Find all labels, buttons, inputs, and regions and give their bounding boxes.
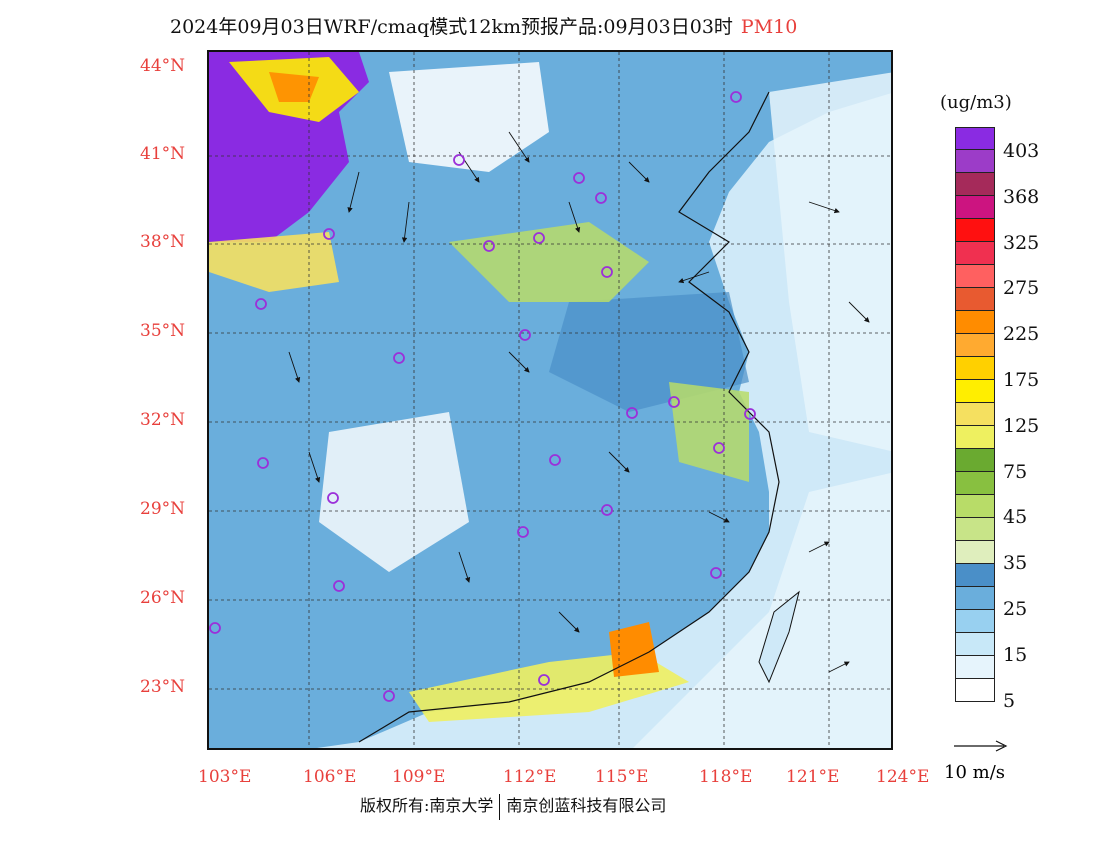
legend-swatch: [955, 219, 995, 242]
taiwan-island: [758, 590, 800, 684]
legend-label: 125: [1003, 414, 1040, 437]
pollution-orange-1: [269, 72, 319, 102]
legend-swatch: [955, 679, 995, 702]
lon-label: 106°E: [303, 767, 357, 787]
legend-swatch: [955, 127, 995, 150]
graticule: [209, 52, 891, 748]
title-pollutant: PM10: [740, 16, 798, 38]
lat-label: 41°N: [140, 144, 186, 164]
sea-north: [769, 72, 891, 452]
coastline: [358, 91, 780, 743]
lat-label: 32°N: [140, 410, 186, 430]
green-band-north: [449, 222, 649, 302]
legend-swatch: [955, 426, 995, 449]
moderate-zone: [549, 292, 749, 412]
legend-swatch: [955, 311, 995, 334]
lat-label: 35°N: [140, 321, 186, 341]
legend-label: 25: [1003, 598, 1028, 620]
legend-swatch: [955, 242, 995, 265]
lon-label: 103°E: [198, 767, 252, 787]
lon-label: 109°E: [392, 767, 446, 787]
legend-swatch: [955, 265, 995, 288]
lat-label: 23°N: [140, 677, 186, 697]
legend-label: 75: [1003, 460, 1028, 483]
legend-swatch: [955, 288, 995, 311]
legend-swatch: [955, 541, 995, 564]
legend-swatch: [955, 633, 995, 656]
legend-swatch: [955, 518, 995, 541]
legend-label: 275: [1003, 277, 1040, 300]
legend-swatch: [955, 196, 995, 219]
lat-label: 29°N: [140, 499, 186, 519]
legend-label: 45: [1003, 506, 1028, 529]
lat-label: 26°N: [140, 588, 186, 608]
legend-swatch: [955, 610, 995, 633]
map-area[interactable]: [207, 50, 893, 750]
legend-swatch: [955, 380, 995, 403]
copyright-left: 版权所有:南京大学: [360, 796, 494, 815]
legend-swatch: [955, 449, 995, 472]
legend-swatch: [955, 334, 995, 357]
legend-label: 15: [1003, 643, 1028, 666]
legend-label: 403: [1003, 140, 1040, 162]
legend-label: 368: [1003, 185, 1040, 208]
legend-label: 325: [1003, 231, 1040, 254]
legend-swatch: [955, 150, 995, 173]
legend-swatch: [955, 495, 995, 518]
legend-swatch: [955, 587, 995, 610]
wind-vectors: [288, 131, 870, 673]
copyright: 版权所有:南京大学 南京创蓝科技有限公司: [360, 792, 666, 820]
legend-swatch: [955, 357, 995, 380]
legend-swatch: [955, 173, 995, 196]
lon-label: 115°E: [595, 767, 649, 787]
station-markers: [209, 91, 756, 702]
color-legend: [955, 127, 995, 702]
legend-swatch: [955, 564, 995, 587]
legend-label: 175: [1003, 369, 1040, 391]
legend-swatch: [955, 656, 995, 679]
copyright-right: 南京创蓝科技有限公司: [506, 796, 667, 815]
clean-zone-southwest: [319, 412, 469, 572]
map-title: 2024年09月03日WRF/cmaq模式12km预报产品:09月03日03时 P…: [170, 12, 797, 39]
legend-swatch: [955, 472, 995, 495]
lon-label: 112°E: [503, 767, 557, 787]
lat-label: 44°N: [140, 56, 186, 76]
forecast-map: [209, 52, 891, 748]
wind-scale-arrow: [954, 740, 1008, 752]
lon-label: 121°E: [786, 767, 840, 787]
legend-swatch: [955, 403, 995, 426]
pollution-orange-south: [609, 622, 659, 677]
lon-label: 118°E: [699, 767, 753, 787]
lon-label: 124°E: [876, 767, 930, 787]
wind-scale-label: 10 m/s: [944, 762, 1005, 783]
clean-zone-north: [389, 62, 549, 172]
legend-unit: (ug/m3): [940, 92, 1012, 113]
green-band-east: [669, 382, 749, 482]
pollution-yellow-2: [209, 232, 339, 292]
title-main: 2024年09月03日WRF/cmaq模式12km预报产品:09月03日03时: [170, 16, 733, 38]
legend-label: 5: [1003, 689, 1016, 712]
legend-label: 225: [1003, 323, 1040, 346]
legend-label: 35: [1003, 552, 1028, 575]
lat-label: 38°N: [140, 232, 186, 252]
